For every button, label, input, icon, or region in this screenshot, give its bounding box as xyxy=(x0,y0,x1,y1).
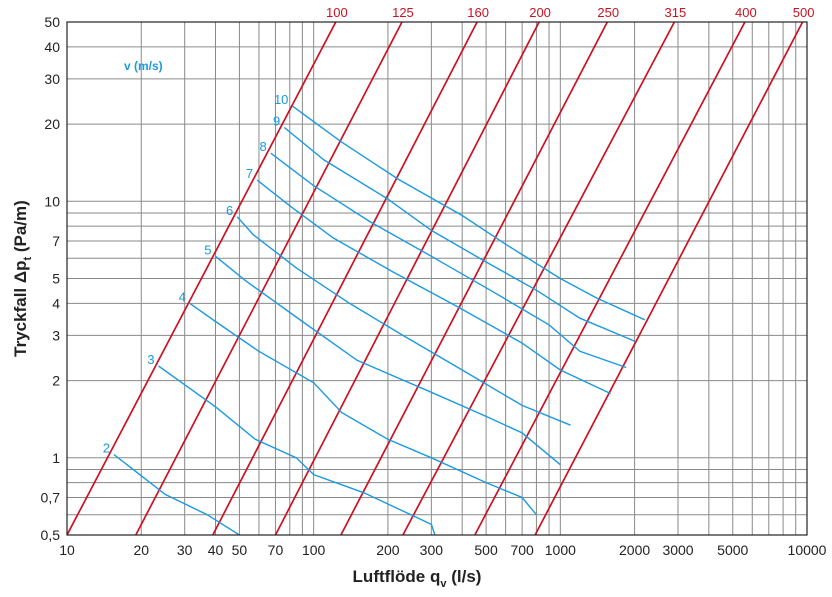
diameter-label-400: 400 xyxy=(735,5,757,20)
y-tick-label: 5 xyxy=(52,271,60,287)
y-tick-label: 20 xyxy=(44,116,60,132)
velocity-line-9 xyxy=(283,126,635,342)
velocity-line-6 xyxy=(236,216,571,426)
y-tick-label: 40 xyxy=(44,39,60,55)
diameter-line-315 xyxy=(402,22,676,535)
y-axis-label-sub: t xyxy=(22,257,34,261)
velocity-label-2: 2 xyxy=(103,440,110,455)
diameter-line-500 xyxy=(534,22,804,535)
velocity-line-3 xyxy=(158,365,436,535)
diameter-line-160 xyxy=(212,22,478,535)
velocity-unit-label: v (m/s) xyxy=(124,59,163,73)
velocity-line-7 xyxy=(256,179,611,395)
velocity-line-10 xyxy=(291,105,646,321)
x-tick-label: 500 xyxy=(474,542,498,558)
diameter-label-500: 500 xyxy=(793,5,815,20)
plot-frame xyxy=(66,21,808,536)
x-tick-label: 1000 xyxy=(545,542,576,558)
x-tick-label: 40 xyxy=(208,542,224,558)
y-tick-label: 1 xyxy=(52,450,60,466)
x-axis-label-unit: (l/s) xyxy=(446,567,481,586)
series-layer xyxy=(67,22,804,535)
x-tick-label: 3000 xyxy=(662,542,693,558)
velocity-label-5: 5 xyxy=(204,242,211,257)
y-tick-label: 0,7 xyxy=(41,490,61,506)
label-layer: 10 20 30 40 50 70 100 200 300 500 700 1000 2000 3000 5… xyxy=(41,5,827,558)
x-tick-label: 70 xyxy=(268,542,284,558)
x-tick-label: 2000 xyxy=(619,542,650,558)
velocity-line-5 xyxy=(215,255,561,466)
velocity-label-9: 9 xyxy=(273,113,280,128)
velocity-label-3: 3 xyxy=(147,352,154,367)
velocity-label-8: 8 xyxy=(260,139,267,154)
diameter-line-125 xyxy=(135,22,403,535)
x-tick-label: 700 xyxy=(510,542,534,558)
y-tick-label: 50 xyxy=(44,14,60,30)
velocity-label-6: 6 xyxy=(226,203,233,218)
x-axis-label: Luftflöde qv (l/s) xyxy=(353,567,482,590)
diameter-label-200: 200 xyxy=(529,5,551,20)
x-tick-label: 200 xyxy=(376,542,400,558)
y-tick-label: 30 xyxy=(44,71,60,87)
y-tick-label: 10 xyxy=(44,193,60,209)
x-tick-label: 20 xyxy=(133,542,149,558)
x-tick-label: 30 xyxy=(177,542,193,558)
x-axis-label-main: Luftflöde q xyxy=(353,567,441,586)
y-axis-label: Tryckfall Δpt (Pa/m) xyxy=(11,200,34,357)
velocity-label-10: 10 xyxy=(274,92,288,107)
velocity-line-2 xyxy=(113,453,240,535)
velocity-line-8 xyxy=(270,152,627,369)
y-tick-label: 3 xyxy=(52,327,60,343)
y-tick-label: 4 xyxy=(52,295,60,311)
diameter-line-100 xyxy=(67,22,337,535)
velocity-label-4: 4 xyxy=(179,289,186,304)
x-tick-label: 10000 xyxy=(788,542,827,558)
diameter-label-250: 250 xyxy=(597,5,619,20)
diameter-line-250 xyxy=(340,22,609,535)
diameter-label-125: 125 xyxy=(392,5,414,20)
y-tick-label: 7 xyxy=(52,233,60,249)
y-axis-label-unit: (Pa/m) xyxy=(11,200,30,257)
diameter-label-315: 315 xyxy=(665,5,687,20)
x-tick-label: 100 xyxy=(302,542,326,558)
x-tick-label: 10 xyxy=(59,542,75,558)
diameter-line-200 xyxy=(274,22,540,535)
diameter-label-100: 100 xyxy=(326,5,348,20)
x-tick-label: 50 xyxy=(232,542,248,558)
y-tick-label: 0,5 xyxy=(41,527,61,543)
diameter-line-400 xyxy=(474,22,746,535)
x-axis-label-sub: v xyxy=(440,578,447,590)
velocity-line-4 xyxy=(189,302,537,516)
x-tick-label: 300 xyxy=(420,542,444,558)
diameter-label-160: 160 xyxy=(467,5,489,20)
y-tick-label: 2 xyxy=(52,373,60,389)
velocity-label-7: 7 xyxy=(246,166,253,181)
x-tick-label: 5000 xyxy=(717,542,748,558)
y-axis-label-main: Tryckfall Δp xyxy=(11,261,30,357)
